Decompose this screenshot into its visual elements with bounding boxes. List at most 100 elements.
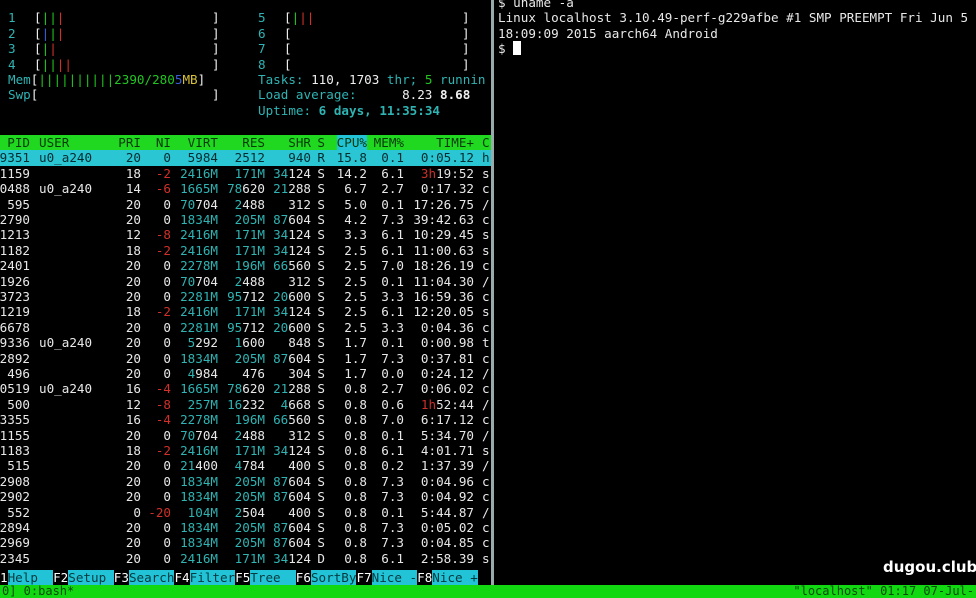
- column-header-state[interactable]: S: [317, 135, 325, 150]
- bracket: ]: [462, 10, 470, 26]
- function-key-f4[interactable]: F4: [174, 570, 190, 586]
- function-label[interactable]: Tree: [250, 570, 296, 586]
- function-label[interactable]: Nice -: [371, 570, 418, 586]
- process-row[interactable]: 9336 u0_a240 20 0 5292 1600 848 S 1.7 0.1 0:00.98 t: [0, 335, 491, 350]
- column-header-pid[interactable]: PID: [7, 135, 30, 150]
- cell-priority: 0: [133, 504, 141, 520]
- units: 288: [288, 381, 311, 397]
- function-key-f7[interactable]: F7: [356, 570, 372, 586]
- cell-pid: 552: [7, 504, 30, 520]
- cell-time: 0:04.85: [420, 535, 474, 551]
- thousands: 5: [187, 335, 196, 351]
- column-header-mem-percent[interactable]: MEM%: [373, 135, 404, 150]
- htop-pane[interactable]: 1 [|||] 2 [|||] 3 [||] 4 [||||] 5 [|||] 6[] 7[] 8[] M…: [0, 0, 491, 586]
- cell-state: S: [317, 350, 325, 366]
- process-row[interactable]: 595 20 0 70704 2488 312 S 5.0 0.1 17:26.75 /: [0, 197, 491, 212]
- cell-pid: 2908: [0, 473, 30, 489]
- column-header-priority[interactable]: PRI: [118, 135, 141, 150]
- cell-priority: 16: [125, 412, 141, 428]
- function-label[interactable]: Nice +: [432, 570, 478, 586]
- process-row[interactable]: 2401 20 0 2278M 196M 66560 S 2.5 7.0 18:26.19 c: [0, 258, 491, 273]
- mem-value: 2416M: [180, 304, 218, 320]
- function-label[interactable]: Help: [7, 570, 54, 586]
- cell-shr: 34124: [273, 243, 311, 258]
- function-key-1[interactable]: 1: [0, 570, 8, 586]
- function-key-bar[interactable]: 1Help F2Setup F3SearchF4FilterF5Tree F6S…: [0, 570, 491, 586]
- cell-shr: 87604: [273, 520, 311, 535]
- cell-pid: 3723: [0, 289, 30, 304]
- cell-nice: -2: [156, 166, 171, 181]
- cpu-meter-bar: [||: [34, 41, 57, 56]
- terminal-prompt-line[interactable]: $: [498, 41, 522, 56]
- cell-cpu-percent: 1.7: [344, 350, 367, 366]
- load-5: 8.68: [439, 87, 471, 103]
- process-row[interactable]: 2790 20 0 1834M 205M 87604 S 4.2 7.3 39:42.63 c: [0, 212, 491, 227]
- column-header-time[interactable]: TIME+: [436, 135, 474, 150]
- function-key-f8[interactable]: F8: [417, 570, 433, 586]
- cell-mem-percent: 3.3: [381, 319, 404, 335]
- process-row[interactable]: 496 20 0 4984 476 304 S 1.7 0.0 0:24.12 /: [0, 366, 491, 381]
- cell-nice: 0: [163, 273, 171, 289]
- units: 620: [242, 381, 265, 397]
- process-row[interactable]: 2969 20 0 1834M 205M 87604 S 0.8 7.3 0:04.85 c: [0, 535, 491, 550]
- process-row[interactable]: 515 20 0 21400 4784 400 S 0.8 0.2 1:37.39/: [0, 458, 491, 473]
- cell-state: S: [317, 212, 325, 227]
- process-row[interactable]: 1926 20 0 70704 2488 312 S 2.5 0.1 11:04.30 /: [0, 274, 491, 289]
- function-label[interactable]: Search: [128, 570, 175, 586]
- function-key-f5[interactable]: F5: [235, 570, 251, 586]
- cell-time: 0:04.36: [420, 319, 474, 335]
- process-row[interactable]: 1219 18 -2 2416M 171M 34124 S 2.5 6.1 12:20.05 s: [0, 304, 491, 319]
- column-header-user[interactable]: USER: [39, 135, 70, 150]
- process-row[interactable]: 2894 20 0 1834M 205M 87604 S 0.8 7.3 0:05.02 c: [0, 520, 491, 535]
- process-row[interactable]: 2892 20 0 1834M 205M 87604 S 1.7 7.3 0:37.81 c: [0, 351, 491, 366]
- function-label[interactable]: Setup: [68, 570, 114, 586]
- process-row[interactable]: 2902 20 0 1834M 205M 87604 S 0.8 7.3 0:04.92 c: [0, 489, 491, 504]
- column-header-nice[interactable]: NI: [155, 135, 171, 150]
- cpu-meter-bar: [||||: [34, 57, 72, 72]
- process-row[interactable]: 0519 u0_a240 16 -4 1665M 78620 21288 S 0.8 2.7 0:0…: [0, 381, 491, 396]
- cell-state: S: [317, 196, 325, 212]
- cell-command: c: [482, 473, 490, 489]
- function-key-f3[interactable]: F3: [113, 570, 129, 586]
- process-table-header[interactable]: PID USER PRI NI VIRT RES SHR S CPU% MEM% TIME+ C: [0, 135, 491, 151]
- process-row[interactable]: 552 0 -20 104M 2504 400 S 0.8 0.1 5:44.87 /: [0, 505, 491, 520]
- function-key-f6[interactable]: F6: [295, 570, 311, 586]
- cell-virt: 2278M: [180, 412, 218, 427]
- process-row[interactable]: 500 12 -8 257M 16232 4668 S 0.8 0.6 1h52:44 /: [0, 397, 491, 412]
- process-row[interactable]: 1159 18 -2 2416M 171M 34124 S 14.2 6.1 3h19:52 s: [0, 166, 491, 181]
- units: 604: [288, 535, 311, 551]
- process-row[interactable]: 1183 18 -2 2416M 171M 34124 S 0.8 6.1 4:01.71 s: [0, 443, 491, 458]
- function-label[interactable]: Filter: [189, 570, 236, 586]
- process-row[interactable]: 0488 u0_a240 14 -6 1665M 78620 21288 S 6.7 2.7 0:1…: [0, 181, 491, 196]
- process-row[interactable]: 1213 12 -8 2416M 171M 34124 S 3.3 6.1 10:29.45 s: [0, 227, 491, 242]
- column-header-cpu-percent[interactable]: CPU%: [336, 135, 367, 151]
- cell-virt: 21400: [180, 458, 218, 473]
- mem-value: 104M: [187, 504, 218, 520]
- process-row[interactable]: 9351 u0_a240 20 0 5984 2512 940 R 15.8 0.1 0:05.12…: [0, 150, 491, 166]
- process-row[interactable]: 3723 20 0 2281M 95712 20600 S 2.5 3.3 16:59.36 c: [0, 289, 491, 304]
- cell-res: 2488: [235, 274, 265, 289]
- process-row[interactable]: 1182 18 -2 2416M 171M 34124 S 2.5 6.1 11:00.63 s: [0, 243, 491, 258]
- process-row[interactable]: 3355 16 -4 2278M 196M 66560 S 0.8 7.0 6:17.12 c: [0, 412, 491, 427]
- mem-bars: ||||||||||: [38, 72, 115, 87]
- column-header-command[interactable]: C: [482, 135, 490, 150]
- cell-virt: 5292: [188, 335, 218, 350]
- function-label[interactable]: SortBy: [310, 570, 357, 586]
- column-header-virt[interactable]: VIRT: [187, 135, 218, 150]
- cell-time: 10:29.45: [413, 227, 474, 243]
- process-row[interactable]: 2345 20 0 2416M 171M 34124 D 0.8 6.1 2:58.39 s: [0, 551, 491, 566]
- process-row[interactable]: 6678 20 0 2281M 95712 20600 S 2.5 3.3 0:04.36 c: [0, 320, 491, 335]
- column-header-res[interactable]: RES: [242, 135, 265, 150]
- process-row[interactable]: 1155 20 0 70704 2488 312 S 0.8 0.1 5:34.70 /: [0, 428, 491, 443]
- uptime-line: Uptime: 6 days, 11:35:34: [258, 103, 440, 118]
- function-key-f2[interactable]: F2: [53, 570, 69, 586]
- column-header-shr[interactable]: SHR: [288, 135, 311, 150]
- cell-res: 95712: [227, 320, 265, 335]
- units: 488: [242, 427, 265, 443]
- pane-divider[interactable]: [491, 0, 494, 586]
- terminal-pane[interactable]: $ uname -a Linux localhost 3.10.49-perf-…: [494, 0, 976, 586]
- process-row[interactable]: 2908 20 0 1834M 205M 87604 S 0.8 7.3 0:04.96 c: [0, 474, 491, 489]
- window-list[interactable]: 0] 0:bash*: [2, 584, 75, 598]
- cell-command: /: [482, 366, 490, 381]
- cell-nice: -20: [148, 505, 171, 520]
